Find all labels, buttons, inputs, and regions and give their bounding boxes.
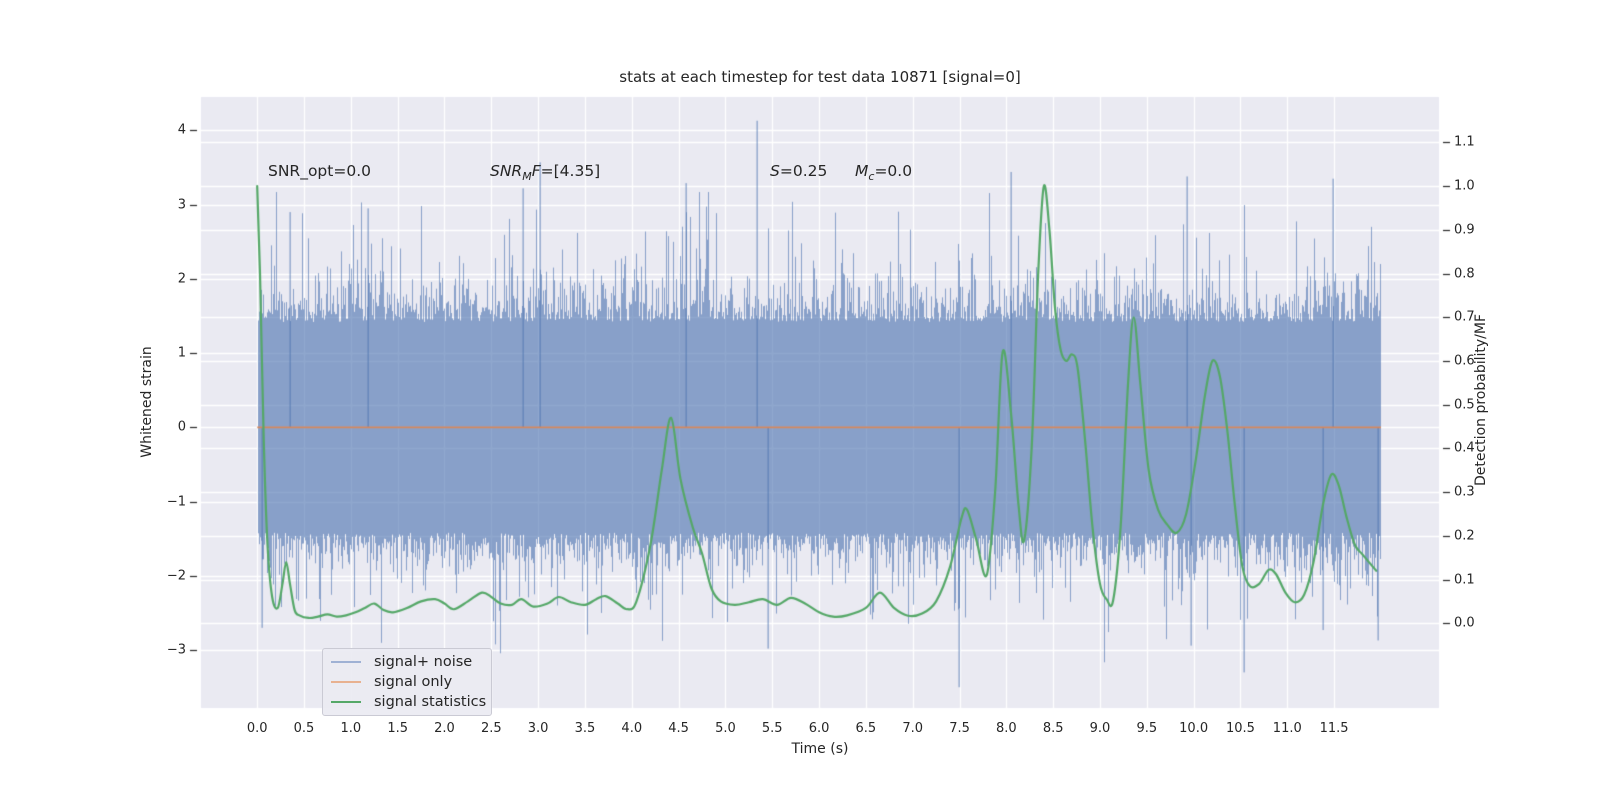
mc-pre: M bbox=[855, 162, 869, 180]
signal-only-line-swatch bbox=[331, 680, 361, 684]
s-pre: S bbox=[770, 162, 780, 180]
y-left-tick-label: 3 bbox=[177, 197, 186, 213]
y-left-tick-label: 4 bbox=[177, 122, 186, 138]
signal-statistics-line-swatch bbox=[331, 700, 361, 704]
annotation-s: S=0.25 bbox=[770, 162, 827, 180]
y-right-tick-label: 1.1 bbox=[1454, 134, 1475, 150]
x-tick-label: 5.0 bbox=[715, 721, 736, 736]
x-tick-label: 10.0 bbox=[1179, 721, 1209, 736]
annotation-snr-opt: SNR_opt=0.0 bbox=[268, 162, 371, 180]
x-tick-label: 2.5 bbox=[480, 721, 502, 736]
y-left-axis-label: Whitened strain bbox=[139, 346, 155, 458]
x-tick-label: 8.5 bbox=[1042, 721, 1064, 736]
signal-noise-line-swatch bbox=[331, 660, 361, 664]
x-tick-label: 7.0 bbox=[902, 721, 924, 736]
y-left-tick-label: 2 bbox=[177, 271, 186, 287]
snr-mf-sub: M bbox=[522, 170, 532, 184]
annotation-mc: Mc=0.0 bbox=[855, 162, 912, 183]
y-right-tick-label: 0.3 bbox=[1454, 484, 1475, 500]
x-tick-label: 11.0 bbox=[1272, 721, 1302, 736]
x-tick-label: 8.0 bbox=[996, 721, 1017, 736]
mc-sub: c bbox=[868, 170, 875, 184]
x-tick-label: 6.5 bbox=[855, 721, 877, 736]
snr-mf-mid: F bbox=[531, 162, 541, 180]
x-tick-label: 9.5 bbox=[1136, 721, 1158, 736]
y-left-tick-label: 1 bbox=[177, 345, 186, 361]
x-tick-label: 3.0 bbox=[527, 721, 549, 736]
snr-mf-pre: SNR bbox=[490, 162, 523, 180]
y-right-tick-label: 0.8 bbox=[1454, 266, 1475, 282]
y-right-tick-label: 0.4 bbox=[1454, 440, 1475, 456]
x-tick-label: 1.5 bbox=[387, 721, 408, 736]
y-right-tick-label: 0.1 bbox=[1454, 572, 1475, 587]
snr-mf-post: =[4.35] bbox=[540, 162, 601, 180]
annotation-snr-mf: SNRMF=[4.35] bbox=[490, 162, 600, 183]
s-post: =0.25 bbox=[779, 162, 828, 180]
y-left-tick-label: −2 bbox=[166, 568, 186, 584]
x-tick-label: 11.5 bbox=[1319, 721, 1349, 736]
y-left-tick-label: 0 bbox=[177, 419, 186, 435]
y-right-tick-label: 0.6 bbox=[1454, 353, 1475, 369]
x-tick-label: 4.5 bbox=[668, 721, 689, 736]
legend-label: signal statistics bbox=[374, 694, 487, 710]
x-tick-label: 9.0 bbox=[1089, 721, 1111, 736]
x-tick-label: 1.0 bbox=[340, 721, 362, 736]
y-right-tick-label: 1.0 bbox=[1454, 178, 1475, 194]
x-axis-label: Time (s) bbox=[791, 741, 849, 757]
legend-item-signal-only: signal only bbox=[331, 672, 483, 692]
y-left-tick-label: −1 bbox=[166, 494, 186, 510]
y-right-tick-label: 0.0 bbox=[1454, 615, 1475, 631]
mc-post: =0.0 bbox=[874, 162, 913, 180]
legend: signal+ noise signal only signal statist… bbox=[322, 648, 492, 716]
x-tick-label: 3.5 bbox=[574, 721, 596, 736]
x-tick-label: 2.0 bbox=[434, 721, 455, 736]
legend-item-signal-statistics: signal statistics bbox=[331, 692, 487, 712]
x-tick-label: 7.5 bbox=[949, 721, 970, 736]
y-left-tick-label: −3 bbox=[166, 642, 186, 658]
y-right-tick-label: 0.9 bbox=[1454, 222, 1475, 238]
legend-item-signal-noise: signal+ noise bbox=[331, 652, 483, 672]
x-tick-label: 4.0 bbox=[621, 721, 643, 736]
y-right-tick-label: 0.7 bbox=[1454, 309, 1475, 325]
x-tick-label: 0.0 bbox=[246, 721, 268, 736]
y-right-axis-label: Detection probability/MF bbox=[1473, 313, 1489, 487]
x-tick-label: 6.0 bbox=[808, 721, 830, 736]
x-tick-label: 5.5 bbox=[761, 721, 783, 736]
y-right-tick-label: 0.2 bbox=[1454, 528, 1475, 544]
legend-label: signal+ noise bbox=[374, 654, 473, 670]
legend-label: signal only bbox=[374, 674, 453, 690]
x-tick-label: 10.5 bbox=[1225, 721, 1255, 736]
x-tick-label: 0.5 bbox=[293, 721, 315, 736]
y-right-tick-label: 0.5 bbox=[1454, 397, 1475, 413]
chart-title: stats at each timestep for test data 108… bbox=[619, 68, 1021, 86]
